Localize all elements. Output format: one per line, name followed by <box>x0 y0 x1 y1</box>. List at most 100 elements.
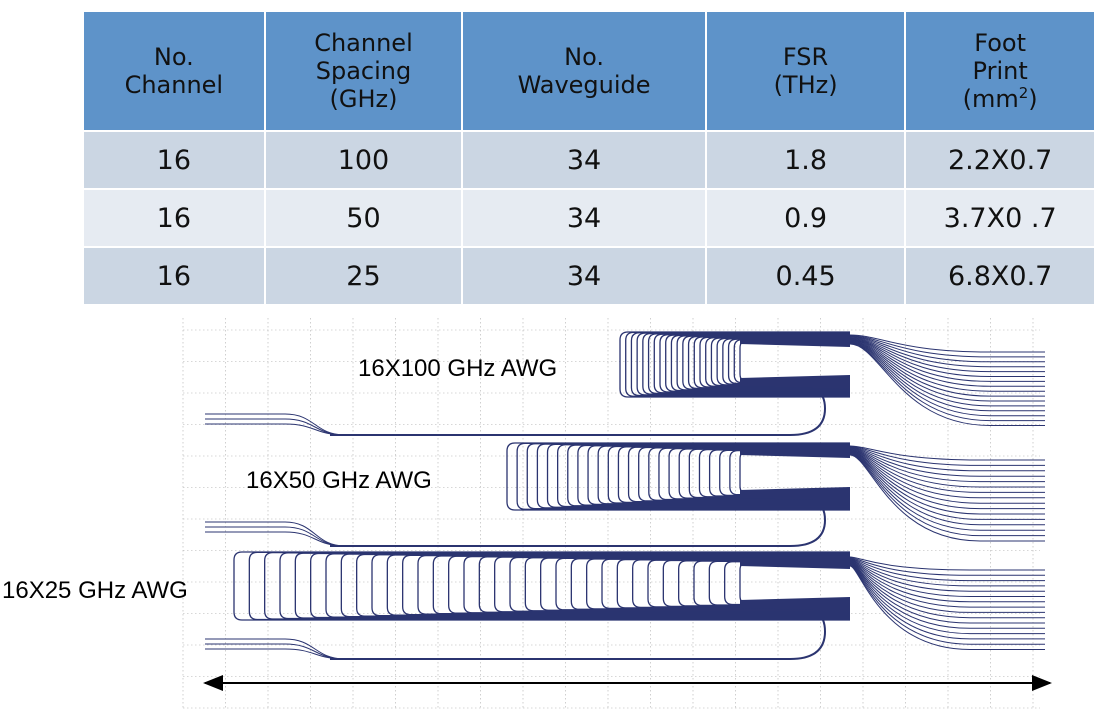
arrayed-waveguide <box>719 449 850 497</box>
header-text: Waveguide <box>517 71 651 99</box>
arrayed-waveguide <box>733 338 850 384</box>
arrayed-waveguide <box>402 554 850 616</box>
arrayed-waveguide <box>659 334 850 393</box>
arrayed-waveguide <box>555 557 850 611</box>
output-waveguide <box>849 339 1045 392</box>
header-text: Channel <box>314 29 413 57</box>
output-waveguide <box>849 560 1045 603</box>
table-cell: 2.2X0.7 <box>904 130 1096 190</box>
arrayed-waveguide <box>710 337 850 387</box>
arrayed-waveguide <box>577 444 850 506</box>
output-waveguide <box>849 450 1045 504</box>
output-waveguide <box>849 453 1045 531</box>
header-text: (mm <box>962 85 1019 113</box>
table-cell: 34 <box>461 188 707 248</box>
output-waveguide <box>849 341 1045 407</box>
output-waveguide <box>849 335 1045 363</box>
output-waveguide <box>849 561 1045 613</box>
output-waveguide <box>849 558 1045 592</box>
header-text: FSR <box>782 43 829 71</box>
header-superscript: 2 <box>1018 84 1029 102</box>
arrayed-waveguide <box>647 559 850 608</box>
arrayed-waveguide <box>724 561 850 606</box>
arrayed-waveguide <box>587 445 850 506</box>
arrayed-waveguide <box>616 558 850 609</box>
output-waveguide <box>849 338 1045 382</box>
awg-device-25ghz <box>205 551 1045 660</box>
input-waveguide <box>205 423 346 436</box>
arrayed-waveguide <box>586 558 850 610</box>
arrayed-waveguide <box>264 551 850 620</box>
arrayed-waveguide <box>494 556 850 613</box>
output-waveguide <box>849 558 1045 587</box>
arrayed-waveguide <box>676 335 850 391</box>
header-text: No. <box>153 43 194 71</box>
arrayed-waveguide <box>632 559 850 609</box>
output-waveguide <box>849 563 1045 629</box>
table-cell: 1.8 <box>704 130 907 190</box>
arrayed-waveguide <box>526 443 850 510</box>
arrayed-waveguide <box>708 449 850 497</box>
output-waveguide <box>849 336 1045 368</box>
table-cell: 0.9 <box>704 188 907 248</box>
arrayed-waveguide <box>478 556 850 613</box>
output-waveguide <box>849 450 1045 510</box>
arrayed-waveguide <box>233 551 850 621</box>
free-propagation-region <box>740 444 850 458</box>
header-no-channel: No. Channel <box>82 10 266 132</box>
awg-spec-table: No. Channel Channel Spacing (GHz) No. Wa… <box>82 10 1096 306</box>
output-waveguide <box>849 447 1045 483</box>
arrayed-waveguide <box>653 333 850 394</box>
table-cell: 25 <box>263 246 464 306</box>
output-waveguide <box>849 564 1045 640</box>
arrayed-waveguide <box>729 450 850 496</box>
output-waveguide <box>849 343 1045 426</box>
output-waveguide <box>849 565 1045 650</box>
table-cell: 16 <box>82 130 266 190</box>
table-row: 16 25 34 0.45 6.8X0.7 <box>82 246 1096 306</box>
arrayed-waveguide <box>722 338 850 385</box>
arrayed-waveguide <box>371 554 850 617</box>
output-waveguide <box>849 448 1045 488</box>
awg-label-25ghz: 16X25 GHz AWG <box>2 577 188 604</box>
table-row: 16 50 34 0.9 3.7X0 .7 <box>82 188 1096 248</box>
arrayed-waveguide <box>536 443 850 509</box>
output-waveguide <box>849 339 1045 397</box>
arrayed-waveguide <box>688 448 850 499</box>
arrayed-waveguide <box>693 560 850 607</box>
arrayed-waveguide <box>340 553 850 618</box>
header-text: Print <box>972 57 1028 85</box>
header-text: No. <box>564 43 604 71</box>
output-waveguide <box>849 561 1045 619</box>
output-waveguide <box>849 563 1045 635</box>
arrayed-waveguide <box>678 448 850 499</box>
arrayed-waveguide <box>708 560 850 606</box>
output-waveguide <box>849 451 1045 515</box>
arrayed-waveguide <box>705 337 850 387</box>
arrayed-waveguide <box>432 555 850 615</box>
header-text: Foot <box>974 29 1027 57</box>
arrayed-waveguide <box>386 554 850 616</box>
arrayed-waveguide <box>540 557 850 611</box>
arrayed-waveguide <box>325 553 850 618</box>
header-fsr: FSR (THz) <box>704 10 907 132</box>
output-waveguide <box>849 449 1045 499</box>
table-row: 16 100 34 1.8 2.2X0.7 <box>82 130 1096 190</box>
header-text: (THz) <box>773 71 838 99</box>
output-waveguide <box>849 340 1045 402</box>
table-cell: 34 <box>461 130 707 190</box>
input-waveguide <box>205 531 346 547</box>
output-waveguide <box>849 557 1045 582</box>
output-waveguide <box>849 337 1045 377</box>
free-propagation-region <box>740 375 850 389</box>
arrayed-waveguide <box>670 334 850 392</box>
output-waveguide <box>849 564 1045 645</box>
awg-label-50ghz: 16X50 GHz AWG <box>246 467 432 494</box>
arrayed-waveguide <box>682 335 850 390</box>
arrayed-waveguide <box>279 552 850 620</box>
output-waveguide <box>849 454 1045 542</box>
arrayed-waveguide <box>567 444 850 507</box>
arrayed-waveguide <box>678 560 850 607</box>
arrayed-waveguide <box>638 446 850 502</box>
output-waveguide <box>849 559 1045 597</box>
